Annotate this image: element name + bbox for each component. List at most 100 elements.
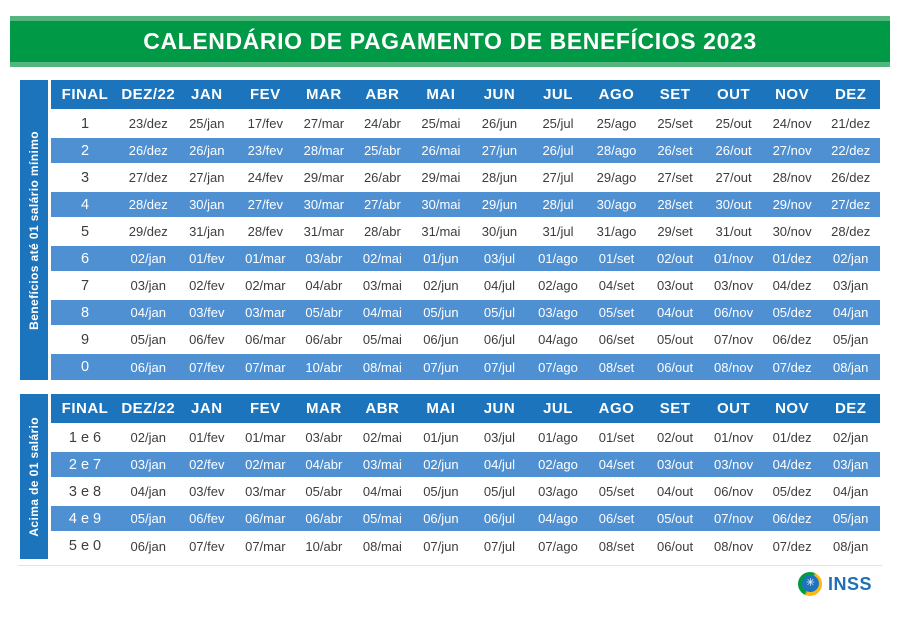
payment-date-cell: 25/abr (353, 136, 412, 164)
payment-date-cell: 03/out (645, 450, 705, 478)
payment-date-cell: 07/mar (236, 352, 295, 380)
payment-date-cell: 03/jul (470, 244, 529, 272)
payment-date-cell: 06/mar (236, 504, 295, 532)
payment-date-cell: 31/mar (294, 217, 354, 245)
payment-date-cell: 30/jun (470, 217, 529, 245)
header-row: FINAL DEZ/22 JAN FEV MAR ABR MAI JUN JUL AGO SET OU… (51, 394, 880, 424)
payment-date-cell: 06/out (645, 352, 705, 380)
payment-date-cell: 06/nov (704, 477, 763, 505)
payment-date-cell: 10/abr (294, 352, 354, 380)
section-benefits-up-to-minimum-wage: Benefícios até 01 salário mínimo FINAL DE… (20, 80, 880, 380)
payment-date-cell: 25/ago (587, 109, 646, 137)
column-header: FINAL (51, 394, 119, 424)
payment-date-cell: 02/jan (119, 423, 178, 451)
payment-date-cell: 04/ago (528, 504, 588, 532)
payment-date-cell: 27/jul (528, 163, 588, 191)
final-digit-cell: 2 (51, 136, 119, 164)
payment-date-cell: 01/nov (704, 423, 763, 451)
payment-date-cell: 04/mai (353, 477, 412, 505)
final-digit-cell: 7 (51, 271, 119, 299)
payment-date-cell: 03/jan (821, 450, 880, 478)
payment-date-cell: 30/mai (411, 190, 471, 218)
payment-date-cell: 02/ago (528, 450, 588, 478)
table-row: 1 e 6 02/jan 01/fev 01/mar 03/abr 02/mai 01/ju… (51, 423, 880, 451)
column-header: FEV (236, 394, 295, 424)
column-header: NOV (762, 394, 822, 424)
payment-date-cell: 10/abr (294, 531, 354, 559)
table-row: 2 e 7 03/jan 02/fev 02/mar 04/abr 03/mai 02/ju… (51, 450, 880, 478)
footer-divider (18, 565, 882, 566)
payment-date-cell: 05/mai (353, 504, 412, 532)
title-banner: CALENDÁRIO DE PAGAMENTO DE BENEFÍCIOS 20… (10, 16, 890, 67)
final-digit-cell: 5 (51, 217, 119, 245)
payment-date-cell: 06/fev (177, 325, 237, 353)
payment-date-cell: 28/abr (353, 217, 412, 245)
payment-date-cell: 05/jan (119, 325, 178, 353)
payment-date-cell: 28/jun (470, 163, 529, 191)
column-header: MAI (411, 80, 471, 110)
payment-date-cell: 05/jan (821, 504, 880, 532)
payment-date-cell: 05/mai (353, 325, 412, 353)
column-header: FEV (236, 80, 295, 110)
payment-date-cell: 31/mai (411, 217, 471, 245)
payment-date-cell: 06/fev (177, 504, 237, 532)
payment-date-cell: 26/jul (528, 136, 588, 164)
payment-date-cell: 01/dez (762, 244, 822, 272)
payment-date-cell: 05/dez (762, 298, 822, 326)
payment-date-cell: 22/dez (821, 136, 880, 164)
payment-date-cell: 02/mai (353, 423, 412, 451)
column-header: JAN (177, 394, 237, 424)
payment-date-cell: 05/set (587, 298, 646, 326)
payment-date-cell: 26/abr (353, 163, 412, 191)
payment-date-cell: 26/set (645, 136, 705, 164)
payment-date-cell: 03/jan (119, 450, 178, 478)
payment-date-cell: 28/set (645, 190, 705, 218)
payment-date-cell: 01/fev (177, 423, 237, 451)
payment-date-cell: 03/mai (353, 271, 412, 299)
payment-date-cell: 25/jul (528, 109, 588, 137)
payment-date-cell: 28/jul (528, 190, 588, 218)
payment-date-cell: 24/fev (236, 163, 295, 191)
payment-date-cell: 04/dez (762, 450, 822, 478)
payment-date-cell: 02/out (645, 244, 705, 272)
payment-date-cell: 06/nov (704, 298, 763, 326)
payment-date-cell: 03/ago (528, 298, 588, 326)
payment-date-cell: 26/jun (470, 109, 529, 137)
payment-date-cell: 05/set (587, 477, 646, 505)
inss-globe-icon: ✳ (797, 572, 822, 596)
payment-date-cell: 06/jan (119, 352, 178, 380)
payment-date-cell: 06/out (645, 531, 705, 559)
payment-date-cell: 07/mar (236, 531, 295, 559)
payment-date-cell: 07/nov (704, 504, 763, 532)
payment-date-cell: 25/set (645, 109, 705, 137)
table-row: 6 02/jan 01/fev 01/mar 03/abr 02/mai 01/jun 03/… (51, 244, 880, 272)
payment-date-cell: 05/jun (411, 298, 471, 326)
column-header: JAN (177, 80, 237, 110)
payment-date-cell: 04/set (587, 271, 646, 299)
final-digit-cell: 4 e 9 (51, 504, 119, 532)
payment-date-cell: 04/out (645, 298, 705, 326)
footer: ✳ INSS (0, 566, 900, 596)
payment-date-cell: 01/set (587, 244, 646, 272)
payment-date-cell: 23/dez (119, 109, 178, 137)
payment-date-cell: 04/dez (762, 271, 822, 299)
payment-date-cell: 21/dez (821, 109, 880, 137)
payment-date-cell: 08/nov (704, 352, 763, 380)
payment-date-cell: 07/ago (528, 531, 588, 559)
payment-date-cell: 06/abr (294, 504, 354, 532)
payment-date-cell: 29/mar (294, 163, 354, 191)
payment-date-cell: 02/fev (177, 450, 237, 478)
table-row: 9 05/jan 06/fev 06/mar 06/abr 05/mai 06/jun 06/… (51, 325, 880, 353)
payment-date-cell: 02/jun (411, 450, 471, 478)
payment-date-cell: 27/dez (119, 163, 178, 191)
payment-date-cell: 25/mai (411, 109, 471, 137)
payment-date-cell: 23/fev (236, 136, 295, 164)
payment-date-cell: 07/fev (177, 531, 237, 559)
payment-date-cell: 03/ago (528, 477, 588, 505)
final-digit-cell: 5 e 0 (51, 531, 119, 559)
column-header: DEZ/22 (119, 394, 178, 424)
side-label-strip: Acima de 01 salário (20, 394, 48, 559)
payment-date-cell: 01/ago (528, 244, 588, 272)
payment-date-cell: 24/abr (353, 109, 412, 137)
payment-date-cell: 01/nov (704, 244, 763, 272)
